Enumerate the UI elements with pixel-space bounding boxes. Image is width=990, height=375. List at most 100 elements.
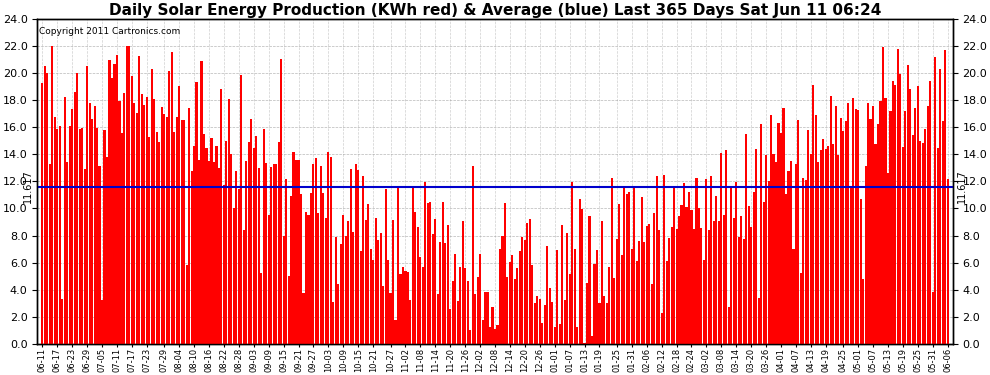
Bar bbox=[246, 162, 248, 344]
Bar bbox=[134, 103, 136, 344]
Bar bbox=[399, 274, 402, 344]
Bar bbox=[568, 274, 570, 344]
Bar bbox=[93, 106, 96, 344]
Bar bbox=[384, 189, 387, 344]
Bar bbox=[241, 75, 243, 344]
Bar bbox=[96, 128, 98, 344]
Bar bbox=[126, 46, 128, 344]
Bar bbox=[665, 261, 667, 344]
Bar bbox=[226, 141, 228, 344]
Bar bbox=[374, 219, 376, 344]
Bar bbox=[527, 223, 529, 344]
Bar bbox=[842, 131, 844, 344]
Bar bbox=[894, 85, 897, 344]
Bar bbox=[382, 286, 384, 344]
Bar bbox=[285, 179, 287, 344]
Bar bbox=[797, 120, 800, 344]
Bar bbox=[787, 171, 790, 344]
Bar bbox=[471, 166, 473, 344]
Bar bbox=[680, 205, 682, 344]
Bar bbox=[912, 135, 914, 344]
Bar bbox=[745, 134, 747, 344]
Bar bbox=[578, 199, 580, 344]
Bar bbox=[807, 130, 810, 344]
Bar bbox=[663, 175, 665, 344]
Bar bbox=[670, 227, 672, 344]
Bar bbox=[790, 161, 792, 344]
Bar bbox=[49, 164, 50, 344]
Bar bbox=[347, 221, 349, 344]
Bar bbox=[573, 249, 575, 344]
Bar bbox=[944, 50, 946, 344]
Bar bbox=[213, 162, 215, 344]
Bar bbox=[238, 189, 240, 344]
Bar bbox=[308, 214, 310, 344]
Bar bbox=[522, 237, 524, 344]
Bar bbox=[218, 168, 220, 344]
Bar bbox=[644, 242, 645, 344]
Bar bbox=[223, 184, 225, 344]
Bar bbox=[446, 225, 448, 344]
Text: Copyright 2011 Cartronics.com: Copyright 2011 Cartronics.com bbox=[40, 27, 180, 36]
Bar bbox=[377, 240, 379, 344]
Bar bbox=[427, 202, 429, 344]
Bar bbox=[387, 260, 389, 344]
Bar bbox=[449, 309, 451, 344]
Bar bbox=[338, 285, 340, 344]
Bar bbox=[840, 118, 842, 344]
Bar bbox=[542, 323, 544, 344]
Bar bbox=[163, 114, 165, 344]
Bar bbox=[260, 273, 262, 344]
Bar bbox=[899, 74, 902, 344]
Bar bbox=[335, 237, 337, 344]
Bar bbox=[146, 96, 148, 344]
Bar bbox=[810, 154, 812, 344]
Bar bbox=[658, 230, 660, 344]
Bar bbox=[318, 213, 320, 344]
Bar bbox=[828, 146, 830, 344]
Bar bbox=[129, 46, 131, 344]
Bar bbox=[412, 188, 414, 344]
Bar bbox=[211, 138, 213, 344]
Bar bbox=[104, 130, 106, 344]
Bar bbox=[474, 294, 476, 344]
Bar bbox=[323, 193, 325, 344]
Bar bbox=[688, 192, 690, 344]
Bar bbox=[76, 73, 78, 344]
Bar bbox=[558, 324, 560, 344]
Bar bbox=[509, 262, 511, 344]
Bar bbox=[927, 106, 929, 344]
Bar bbox=[603, 296, 606, 344]
Bar bbox=[904, 111, 907, 344]
Bar bbox=[532, 265, 534, 344]
Bar bbox=[56, 129, 58, 344]
Bar bbox=[379, 234, 382, 344]
Bar bbox=[698, 208, 700, 344]
Bar bbox=[752, 192, 754, 344]
Bar bbox=[432, 234, 434, 344]
Bar bbox=[614, 278, 616, 344]
Bar bbox=[780, 133, 782, 344]
Bar bbox=[639, 241, 641, 344]
Bar bbox=[362, 176, 364, 344]
Bar bbox=[63, 97, 65, 344]
Bar bbox=[282, 236, 285, 344]
Bar bbox=[586, 283, 588, 344]
Bar bbox=[165, 117, 167, 344]
Bar bbox=[917, 86, 919, 344]
Bar bbox=[802, 178, 805, 344]
Bar bbox=[820, 150, 822, 344]
Bar bbox=[320, 166, 322, 344]
Bar bbox=[941, 121, 943, 344]
Bar bbox=[343, 215, 345, 344]
Bar bbox=[593, 264, 596, 344]
Bar bbox=[442, 202, 444, 344]
Bar bbox=[857, 110, 859, 344]
Bar bbox=[629, 192, 631, 344]
Bar bbox=[534, 303, 536, 344]
Bar bbox=[180, 120, 183, 344]
Bar bbox=[124, 93, 126, 344]
Bar bbox=[272, 164, 274, 344]
Bar bbox=[897, 49, 899, 344]
Bar bbox=[690, 210, 693, 344]
